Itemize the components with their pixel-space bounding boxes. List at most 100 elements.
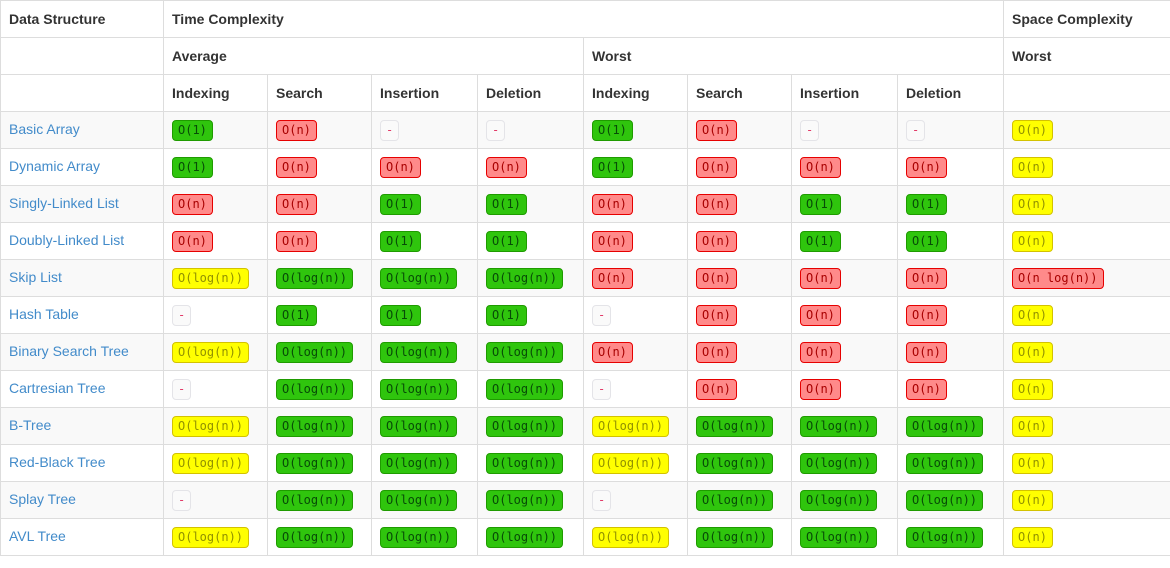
table-row: Cartresian Tree - O(log(n)) O(log(n)) O(log(… (0, 370, 1170, 408)
data-structure-link[interactable]: Hash Table (9, 306, 79, 322)
complexity-cell: O(n) (896, 148, 1005, 186)
complexity-cell: O(1) (791, 222, 898, 260)
complexity-badge: - (172, 304, 192, 326)
complexity-cell: O(log(n)) (477, 407, 584, 445)
complexity-badge: O(1) (800, 230, 841, 252)
complexity-badge: O(n) (696, 119, 737, 141)
complexity-badge: O(n log(n)) (1012, 267, 1104, 289)
complexity-cell: O(1) (163, 148, 268, 186)
complexity-cell: - (163, 296, 268, 334)
complexity-cell: O(n) (1003, 296, 1170, 334)
complexity-badge: O(log(n)) (486, 341, 564, 363)
complexity-cell: O(log(n)) (163, 333, 268, 371)
complexity-cell: O(log(n)) (583, 444, 688, 482)
complexity-badge: O(log(n)) (172, 452, 250, 474)
data-structure-link[interactable]: Basic Array (9, 121, 80, 137)
col-header-worst: Worst (582, 37, 1005, 75)
complexity-badge: O(n) (276, 193, 317, 215)
complexity-badge: O(log(n)) (172, 526, 250, 548)
data-structure-cell: Skip List (0, 259, 164, 297)
complexity-badge: - (380, 119, 400, 141)
complexity-badge: O(n) (696, 156, 737, 178)
col-header-data-structure: Data Structure (0, 0, 164, 38)
complexity-badge: - (172, 489, 192, 511)
complexity-badge: O(n) (1012, 489, 1053, 511)
complexity-badge: O(log(n)) (592, 526, 670, 548)
complexity-cell: O(log(n)) (477, 444, 584, 482)
complexity-cell: O(1) (477, 296, 584, 334)
complexity-cell: O(1) (371, 185, 478, 223)
col-header-space-complexity: Space Complexity (1003, 0, 1170, 38)
data-structure-link[interactable]: Splay Tree (9, 491, 76, 507)
complexity-badge: O(n) (1012, 378, 1053, 400)
complexity-badge: O(1) (380, 304, 421, 326)
complexity-badge: O(1) (906, 193, 947, 215)
complexity-badge: - (592, 378, 612, 400)
data-structure-link[interactable]: AVL Tree (9, 528, 66, 544)
complexity-badge: O(n) (1012, 526, 1053, 548)
complexity-badge: O(log(n)) (906, 452, 984, 474)
complexity-badge: O(n) (696, 193, 737, 215)
complexity-badge: O(log(n)) (486, 267, 564, 289)
complexity-badge: O(log(n)) (276, 267, 354, 289)
data-structure-link[interactable]: Cartresian Tree (9, 380, 106, 396)
complexity-cell: O(n) (267, 148, 372, 186)
table-row: Red-Black Tree O(log(n)) O(log(n)) O(log(n)… (0, 444, 1170, 482)
complexity-cell: O(log(n)) (896, 518, 1005, 556)
complexity-badge: O(n) (1012, 230, 1053, 252)
complexity-cell: O(n) (477, 148, 584, 186)
complexity-badge: O(log(n)) (486, 378, 564, 400)
complexity-badge: O(log(n)) (906, 415, 984, 437)
complexity-cell: O(n) (1003, 407, 1170, 445)
complexity-badge: O(log(n)) (486, 489, 564, 511)
complexity-cell: O(n) (1003, 370, 1170, 408)
empty-header-cell (0, 37, 164, 75)
complexity-badge: O(log(n)) (276, 489, 354, 511)
complexity-badge: - (172, 378, 192, 400)
complexity-cell: O(log(n)) (477, 259, 584, 297)
data-structure-link[interactable]: Doubly-Linked List (9, 232, 125, 248)
complexity-badge: O(n) (696, 304, 737, 326)
complexity-badge: O(log(n)) (696, 415, 774, 437)
data-structure-cell: Basic Array (0, 111, 164, 149)
data-structure-link[interactable]: Dynamic Array (9, 158, 101, 174)
table-header: Data Structure Time Complexity Space Com… (0, 0, 1170, 112)
data-structure-link[interactable]: Binary Search Tree (9, 343, 129, 359)
data-structure-cell: Splay Tree (0, 481, 164, 519)
complexity-cell: O(log(n)) (477, 370, 584, 408)
data-structure-link[interactable]: Skip List (9, 269, 62, 285)
complexity-cell: O(log(n)) (791, 444, 898, 482)
complexity-cell: O(log(n)) (687, 407, 792, 445)
complexity-cell: O(n) (791, 333, 898, 371)
complexity-cell: O(1) (477, 222, 584, 260)
col-header-worst-indexing: Indexing (583, 74, 688, 112)
complexity-cell: O(n) (583, 185, 688, 223)
data-structure-cell: Binary Search Tree (0, 333, 164, 371)
complexity-badge: O(n) (696, 230, 737, 252)
complexity-badge: O(n) (1012, 119, 1053, 141)
complexity-cell: O(n) (163, 185, 268, 223)
data-structure-link[interactable]: Red-Black Tree (9, 454, 106, 470)
complexity-badge: O(n) (696, 267, 737, 289)
data-structure-cell: Singly-Linked List (0, 185, 164, 223)
complexity-badge: O(n) (696, 341, 737, 363)
complexity-cell: O(n) (687, 185, 792, 223)
complexity-cell: O(log(n)) (163, 407, 268, 445)
table-row: Doubly-Linked List O(n) O(n) O(1) O(1) O(n) O(… (0, 222, 1170, 260)
table-row: Dynamic Array O(1) O(n) O(n) O(n) O(1) O(n) O(n… (0, 148, 1170, 186)
complexity-badge: O(log(n)) (592, 415, 670, 437)
complexity-badge: O(log(n)) (486, 415, 564, 437)
complexity-cell: O(log(n)) (477, 518, 584, 556)
complexity-badge: O(n) (906, 304, 947, 326)
complexity-badge: O(n) (1012, 341, 1053, 363)
complexity-cell: O(log(n)) (791, 407, 898, 445)
complexity-cell: - (477, 111, 584, 149)
data-structure-link[interactable]: B-Tree (9, 417, 52, 433)
complexity-badge: O(n) (800, 378, 841, 400)
complexity-cell: O(log(n)) (583, 518, 688, 556)
header-row-groups: Data Structure Time Complexity Space Com… (0, 0, 1170, 38)
data-structure-link[interactable]: Singly-Linked List (9, 195, 119, 211)
complexity-cell: O(log(n)) (371, 518, 478, 556)
complexity-cell: O(log(n)) (163, 444, 268, 482)
complexity-cell: O(n) (583, 333, 688, 371)
